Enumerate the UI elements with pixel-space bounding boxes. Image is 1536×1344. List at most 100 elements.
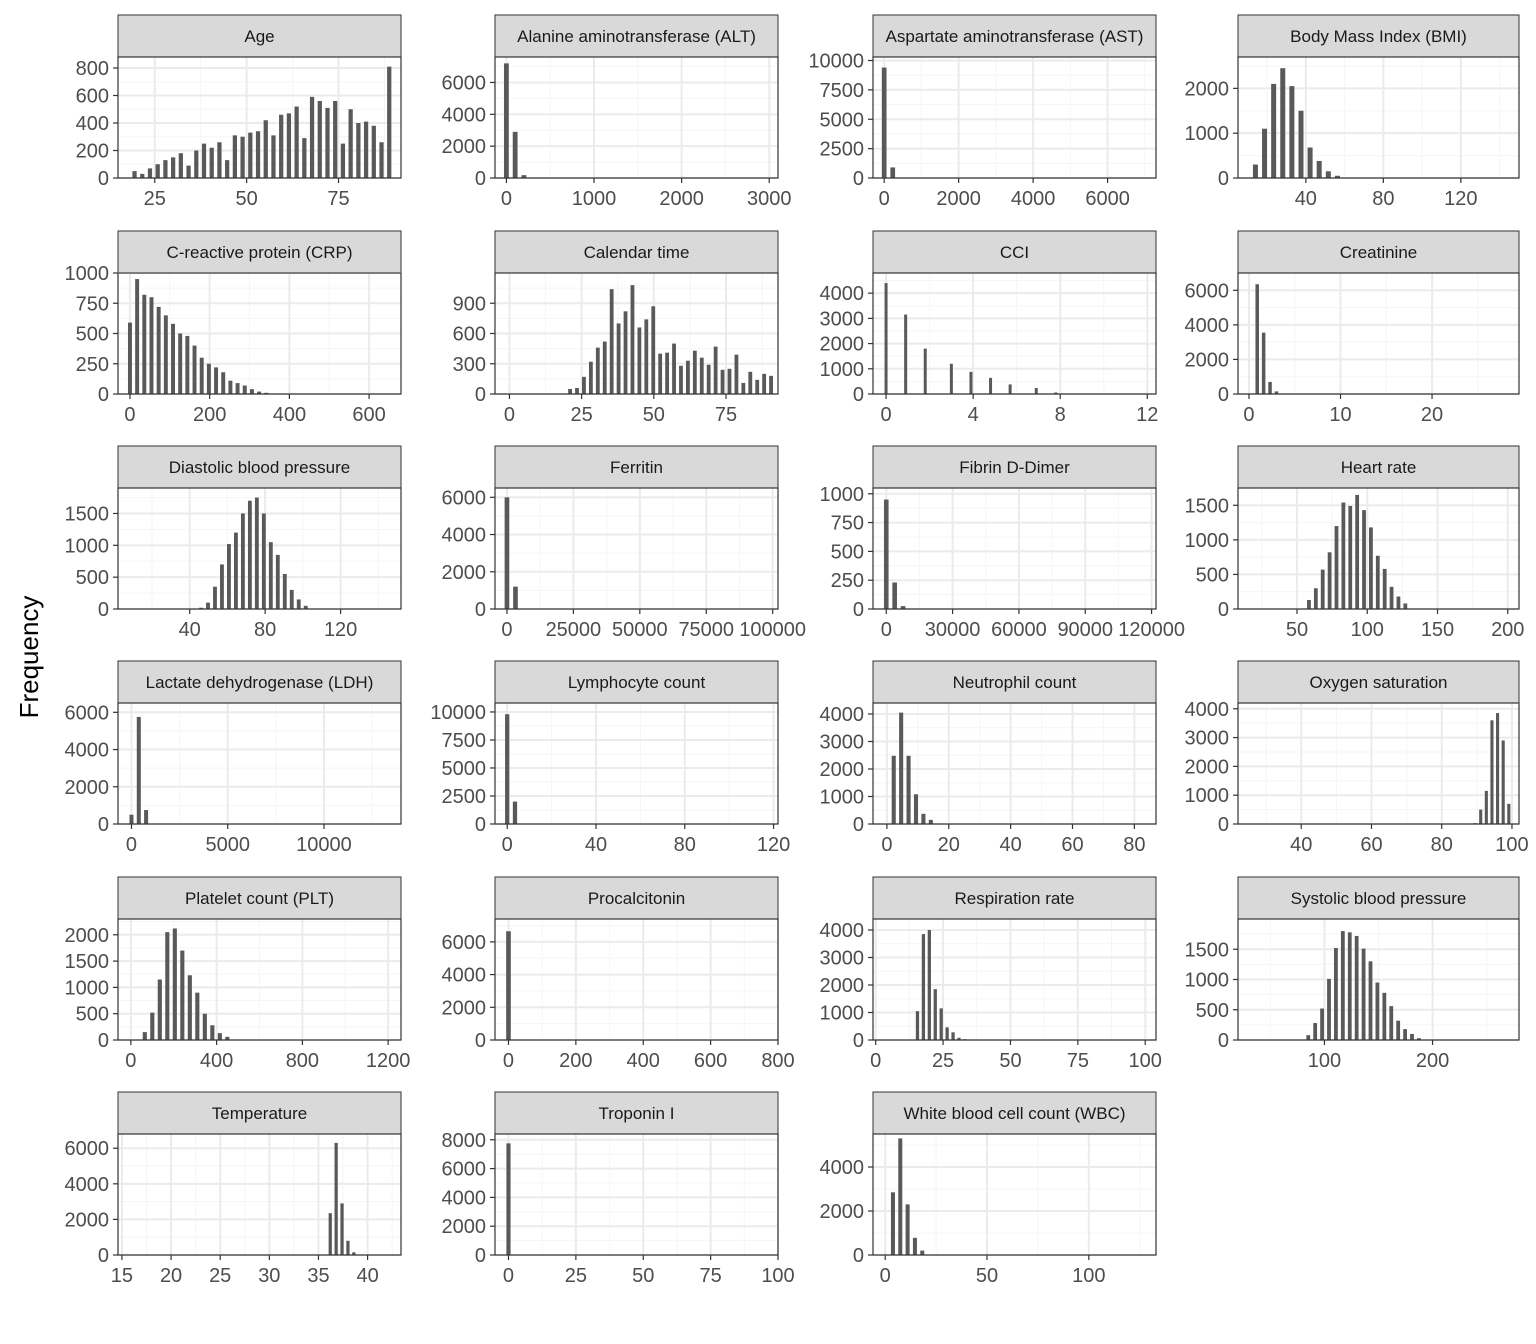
panel-heart-rate-bar [1396,596,1401,609]
panel-aspartate-aminotransferase-ast-x-tick-label: 4000 [1011,188,1056,210]
panel-calendar-time-bar [727,368,732,394]
panel-respiration-rate-y-tick-label: 3000 [820,948,865,970]
panel-body-mass-index-bmi-x-tick-label: 80 [1372,188,1394,210]
panel-heart-rate-y-tick-label: 1000 [1185,530,1230,552]
panel-ferritin-bar [504,497,510,609]
panel-procalcitonin-strip [494,876,779,920]
panel-calendar-time-bar [651,306,656,394]
panel-diastolic-blood-pressure-bar [296,599,301,609]
panel-respiration-rate-bar [945,1027,949,1040]
panel-respiration-rate-bar [927,930,931,1040]
panel-age-bar [333,101,338,178]
panel-calendar-time-bar [582,376,586,394]
panel-temperature-panel-border [117,1133,402,1256]
panel-calendar-time-bar [602,341,607,394]
panel-cci-bar [923,348,927,394]
panel-diastolic-blood-pressure-strip-title: Diastolic blood pressure [169,458,350,477]
panel-aspartate-aminotransferase-ast: Aspartate aminotransferase (AST) 0 2500 500… [808,14,1157,210]
panel-creatinine-plot-area [1238,273,1519,394]
panel-respiration-rate-bar [951,1032,955,1040]
panel-calendar-time-bar [679,365,683,394]
panel-age-bar [271,135,276,178]
panel-oxygen-saturation-strip-title: Oxygen saturation [1310,673,1448,692]
panel-troponin-i-y-tick-label: 8000 [442,1130,487,1152]
panel-c-reactive-protein-crp: C-reactive protein (CRP) 0 250 500 750 1000 0 2… [65,230,402,426]
panel-oxygen-saturation-bar [1501,740,1505,824]
panel-troponin-i-panel-border [494,1133,779,1256]
panel-lymphocyte-count-y-tick-label: 10000 [430,702,486,724]
panel-creatinine-x-tick-label: 0 [1243,404,1254,426]
panel-white-blood-cell-count-wbc: White blood cell count (WBC) 0 2000 4000 0 50… [820,1091,1157,1287]
panel-heart-rate-strip-title: Heart rate [1341,458,1417,477]
panel-white-blood-cell-count-wbc-bar [890,1192,895,1255]
panel-age-bar [286,113,292,178]
panel-age-strip [117,14,402,58]
panel-creatinine-x-tick-label: 20 [1421,404,1443,426]
panel-fibrin-d-dimer-x-tick-label: 90000 [1057,619,1113,641]
panel-calendar-time-bar [720,369,725,394]
panel-ferritin-x-tick-label: 75000 [678,619,734,641]
panel-cci-strip [872,230,1157,274]
panel-ferritin-plot-area [495,488,778,609]
panel-oxygen-saturation-bar [1507,803,1511,824]
panel-platelet-count-plt-bar [157,979,162,1040]
panel-c-reactive-protein-crp-y-tick-label: 250 [76,354,109,376]
panel-ferritin-y-tick-label: 6000 [442,487,487,509]
panel-cci-y-tick-label: 2000 [820,334,865,356]
panel-calendar-time-bar [644,319,649,394]
panel-aspartate-aminotransferase-ast-bar [881,67,887,178]
panel-platelet-count-plt-bar [180,950,185,1040]
panel-diastolic-blood-pressure-plot-area [118,488,401,609]
panel-temperature-bar [352,1252,356,1255]
panel-body-mass-index-bmi-plot-area [1238,57,1519,178]
panel-platelet-count-plt-y-tick-label: 500 [76,1004,109,1026]
panel-respiration-rate-strip-title: Respiration rate [954,889,1074,908]
panel-c-reactive-protein-crp-strip-title: C-reactive protein (CRP) [166,243,352,262]
panel-c-reactive-protein-crp-bar [264,392,269,394]
panel-neutrophil-count-strip-title: Neutrophil count [953,673,1077,692]
panel-age-bar [209,147,214,178]
panel-age-bar [140,173,145,178]
panel-temperature-bar [346,1240,350,1255]
panel-calendar-time-x-tick-label: 0 [504,404,515,426]
panel-lymphocyte-count-panel-border [494,702,779,825]
panel-heart-rate-x-tick-label: 150 [1421,619,1454,641]
panel-ferritin-strip [494,445,779,489]
panel-cci-bar [884,283,888,394]
panel-fibrin-d-dimer-x-tick-label: 60000 [991,619,1047,641]
panel-calendar-time-bar [658,353,663,394]
panel-age-y-tick-label: 600 [76,86,109,108]
panel-ferritin-y-tick-label: 2000 [442,562,487,584]
panel-systolic-blood-pressure-strip-title: Systolic blood pressure [1291,889,1467,908]
panel-cci-bar [989,377,993,394]
panel-platelet-count-plt-bar [210,1025,215,1040]
panel-lymphocyte-count-strip [494,660,779,704]
panel-troponin-i-strip-title: Troponin I [599,1104,675,1123]
panel-diastolic-blood-pressure-bar [282,573,287,609]
panel-heart-rate-bar [1313,588,1318,609]
panel-lymphocyte-count-y-tick-label: 7500 [442,730,487,752]
panel-systolic-blood-pressure-y-tick-label: 1000 [1185,970,1230,992]
panel-temperature-y-tick-label: 2000 [65,1209,110,1231]
panel-calendar-time-bar [706,364,711,394]
panel-alanine-aminotransferase-alt-bar [503,63,509,178]
panel-systolic-blood-pressure-bar [1327,978,1331,1040]
panel-calendar-time-x-tick-label: 75 [715,404,737,426]
panel-oxygen-saturation-bar [1490,720,1494,824]
panel-platelet-count-plt-bar [195,992,200,1040]
panel-lactate-dehydrogenase-ldh-bar [136,716,141,824]
panel-age-bar [178,153,183,178]
panel-alanine-aminotransferase-alt-y-tick-label: 4000 [442,104,487,126]
panel-creatinine-bar [1274,391,1279,394]
panel-age-bar [309,96,315,178]
panel-systolic-blood-pressure-bar [1375,982,1380,1040]
panel-cci-x-tick-label: 8 [1055,404,1066,426]
panel-fibrin-d-dimer-y-tick-label: 0 [853,599,864,621]
panel-creatinine-strip-title: Creatinine [1340,243,1418,262]
panel-body-mass-index-bmi-bar [1325,171,1331,178]
panel-calendar-time-bar [672,343,676,394]
panel-heart-rate-x-tick-label: 50 [1286,619,1308,641]
panel-diastolic-blood-pressure-x-tick-label: 120 [324,619,357,641]
panel-c-reactive-protein-crp-x-tick-label: 400 [273,404,306,426]
